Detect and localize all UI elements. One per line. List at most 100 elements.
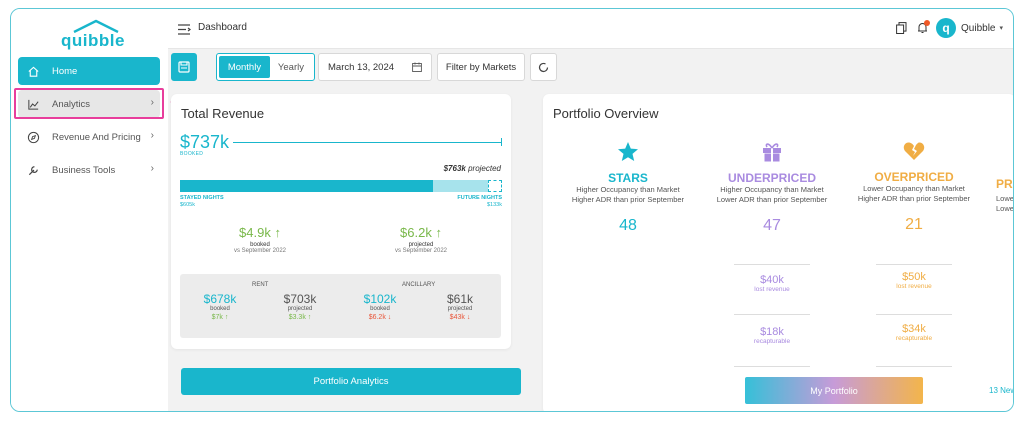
segment-count: 47 bbox=[763, 217, 781, 234]
booked-label: BOOKED bbox=[180, 151, 204, 157]
rent-projected: $703k projected $3.3k ↑ bbox=[265, 292, 335, 321]
divider bbox=[876, 264, 952, 265]
filter-markets-button[interactable]: Filter by Markets bbox=[437, 53, 525, 81]
logo-roof-icon bbox=[73, 19, 119, 33]
divider bbox=[734, 366, 810, 367]
segment-desc-1: Higher Occupancy than Market bbox=[720, 185, 824, 194]
analytics-highlight-box bbox=[14, 88, 164, 119]
tab-yearly[interactable]: Yearly bbox=[277, 61, 304, 73]
refresh-icon bbox=[538, 62, 549, 72]
projected-value: $763k bbox=[443, 164, 466, 173]
chevron-down-icon[interactable]: ▾ bbox=[999, 25, 1003, 32]
my-portfolio-button[interactable]: My Portfolio bbox=[745, 377, 923, 404]
rent-booked: $678k booked $7k ↑ bbox=[185, 292, 255, 321]
mini-delta: $3.3k bbox=[288, 314, 306, 321]
calendar-icon bbox=[412, 62, 422, 75]
wrench-icon bbox=[26, 163, 40, 177]
stat-compare: vs September 2022 bbox=[394, 248, 448, 254]
segment-desc-2: Lower ADR than prior September bbox=[716, 195, 828, 204]
segment-title: UNDERPRICED bbox=[727, 171, 816, 185]
sidebar-item-home[interactable]: Home bbox=[18, 57, 160, 85]
loss-value: $50k bbox=[902, 271, 926, 283]
portfolio-analytics-button[interactable]: Portfolio Analytics bbox=[181, 368, 521, 395]
home-icon bbox=[26, 64, 40, 78]
mini-value: $678k bbox=[203, 292, 237, 306]
segment-desc-2: Lower A bbox=[996, 204, 1014, 213]
future-nights-label: FUTURE NIGHTS bbox=[457, 195, 502, 201]
chevron-right-icon: › bbox=[150, 97, 154, 108]
rent-heading: RENT bbox=[252, 282, 269, 288]
sidebar-item-label: Home bbox=[52, 65, 78, 77]
compass-icon bbox=[26, 130, 40, 144]
segment-desc-1: Higher Occupancy than Market bbox=[576, 185, 680, 194]
mini-value: $102k bbox=[363, 292, 397, 306]
arrow-up-icon: ↑ bbox=[435, 225, 442, 240]
period-toggle: Monthly Yearly bbox=[216, 53, 315, 81]
refresh-button[interactable] bbox=[530, 53, 557, 81]
user-name[interactable]: Quibble bbox=[961, 22, 996, 34]
quibble-logo[interactable]: quibble bbox=[61, 19, 131, 50]
mini-label: projected bbox=[287, 306, 313, 312]
stars-segment[interactable]: STARS Higher Occupancy than Market Highe… bbox=[553, 141, 703, 235]
total-revenue-card: Total Revenue $737k BOOKED $763k project… bbox=[171, 94, 511, 349]
ancillary-projected: $61k projected $43k ↓ bbox=[425, 292, 495, 321]
sidebar-item-business-tools[interactable]: Business Tools › bbox=[18, 156, 160, 184]
save-icon bbox=[178, 61, 190, 73]
gift-icon bbox=[763, 143, 781, 162]
divider bbox=[876, 314, 952, 315]
new-listings-link[interactable]: 13 New bbox=[989, 386, 1014, 395]
nights-progress-bar bbox=[180, 180, 502, 192]
future-nights-value: $133k bbox=[487, 202, 502, 208]
future-nights-fill bbox=[433, 180, 488, 192]
notification-dot bbox=[924, 20, 931, 26]
mini-label: booked bbox=[370, 306, 390, 312]
arrow-up-icon: ↑ bbox=[274, 225, 281, 240]
segment-title: OVERPRICED bbox=[874, 170, 954, 184]
brand-name: quibble bbox=[61, 31, 125, 50]
line-chart-icon bbox=[26, 97, 40, 111]
menu-collapse-icon[interactable] bbox=[178, 22, 191, 40]
sidebar-item-revenue-and-pricing[interactable]: Revenue And Pricing › bbox=[18, 123, 160, 151]
loss-label: recapturable bbox=[753, 338, 791, 345]
stat-booked: $4.9k ↑ booked vs September 2022 bbox=[205, 225, 315, 254]
divider bbox=[734, 314, 810, 315]
stayed-nights-label: STAYED NIGHTS bbox=[180, 195, 224, 201]
underpriced-segment[interactable]: UNDERPRICED Higher Occupancy than Market… bbox=[697, 141, 847, 235]
bell-icon[interactable] bbox=[917, 20, 931, 34]
card-title: Total Revenue bbox=[181, 106, 265, 121]
loss-value: $18k bbox=[760, 326, 784, 338]
segment-count: 21 bbox=[905, 216, 923, 233]
overpriced-segment[interactable]: OVERPRICED Lower Occupancy than Market H… bbox=[839, 141, 989, 234]
booked-revenue-value: $737k bbox=[180, 132, 230, 152]
booked-line bbox=[233, 142, 501, 143]
mini-label: booked bbox=[210, 306, 230, 312]
mini-value: $61k bbox=[446, 292, 474, 306]
filter-label: Filter by Markets bbox=[445, 61, 517, 73]
copy-icon[interactable] bbox=[896, 22, 907, 34]
underpriced-lost-revenue: $40k lost revenue bbox=[742, 274, 802, 293]
projected-label: $763k projected bbox=[444, 164, 501, 173]
date-picker[interactable]: March 13, 2024 bbox=[318, 53, 432, 81]
loss-label: lost revenue bbox=[896, 283, 932, 290]
save-button[interactable] bbox=[171, 53, 197, 81]
sidebar-item-analytics[interactable]: Analytics › bbox=[18, 90, 160, 118]
segment-count: 48 bbox=[619, 217, 637, 234]
tab-monthly[interactable]: Monthly bbox=[219, 56, 270, 78]
mini-delta: $43k bbox=[449, 314, 465, 321]
app-window: quibble Home Analytics › Revenue And Pri… bbox=[10, 8, 1014, 412]
arrow-up-icon: ↑ bbox=[307, 314, 312, 321]
fourth-segment-partial[interactable]: PRO Lower Lower A bbox=[996, 177, 1014, 214]
chevron-right-icon: › bbox=[150, 163, 154, 174]
stat-projected: $6.2k ↑ projected vs September 2022 bbox=[366, 225, 476, 254]
stat-label: booked bbox=[250, 242, 270, 248]
stat-value: $4.9k bbox=[239, 225, 271, 240]
rent-ancillary-box: RENT ANCILLARY $678k booked $7k ↑ $703k … bbox=[180, 274, 501, 338]
loss-value: $34k bbox=[902, 323, 926, 335]
divider bbox=[734, 264, 810, 265]
projected-text: projected bbox=[468, 164, 501, 173]
sidebar-item-label: Revenue And Pricing bbox=[52, 131, 141, 143]
top-bar: Dashboard q Quibble ▾ bbox=[168, 9, 1013, 49]
stat-label: projected bbox=[408, 242, 434, 248]
avatar[interactable]: q bbox=[936, 18, 957, 38]
date-value: March 13, 2024 bbox=[328, 61, 395, 73]
